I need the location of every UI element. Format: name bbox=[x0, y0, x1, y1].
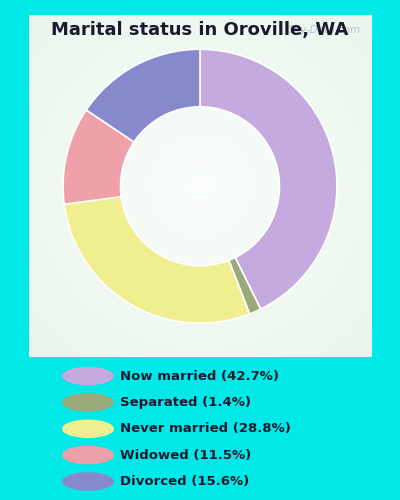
Wedge shape bbox=[86, 50, 200, 142]
Text: Divorced (15.6%): Divorced (15.6%) bbox=[120, 475, 249, 488]
Text: Marital status in Oroville, WA: Marital status in Oroville, WA bbox=[51, 21, 349, 39]
Circle shape bbox=[62, 393, 114, 411]
Text: Widowed (11.5%): Widowed (11.5%) bbox=[120, 448, 251, 462]
Text: Separated (1.4%): Separated (1.4%) bbox=[120, 396, 251, 409]
Wedge shape bbox=[229, 258, 261, 314]
Text: City-Data.com: City-Data.com bbox=[287, 26, 361, 36]
Text: Never married (28.8%): Never married (28.8%) bbox=[120, 422, 291, 435]
Wedge shape bbox=[200, 50, 337, 309]
Wedge shape bbox=[63, 110, 134, 204]
Circle shape bbox=[62, 367, 114, 386]
Circle shape bbox=[62, 420, 114, 438]
Circle shape bbox=[62, 472, 114, 490]
Circle shape bbox=[62, 446, 114, 464]
Text: Now married (42.7%): Now married (42.7%) bbox=[120, 370, 279, 382]
Wedge shape bbox=[64, 196, 250, 323]
